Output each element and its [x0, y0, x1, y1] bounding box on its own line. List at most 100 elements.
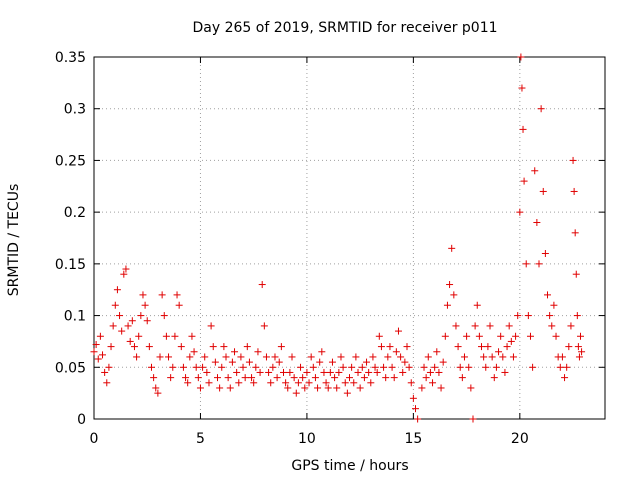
data-point	[550, 301, 558, 309]
data-point	[570, 187, 578, 195]
data-point	[433, 348, 441, 356]
data-point	[339, 363, 347, 371]
data-point	[139, 291, 147, 299]
data-point	[94, 355, 102, 363]
data-point	[141, 301, 149, 309]
data-point	[124, 322, 132, 330]
data-point	[490, 374, 498, 382]
ticks-layer: 0 0.05 0.1 0.15 0.2 0.25 0.3 0.35 0 5 10 15 20	[55, 50, 605, 447]
data-point	[572, 270, 580, 278]
data-point	[137, 312, 145, 320]
data-point	[333, 384, 341, 392]
data-point	[260, 322, 268, 330]
data-point	[403, 343, 411, 351]
data-point	[473, 301, 481, 309]
data-point	[328, 358, 336, 366]
data-point	[241, 374, 249, 382]
data-point	[495, 348, 503, 356]
data-point	[505, 322, 513, 330]
data-point	[158, 291, 166, 299]
data-point	[541, 250, 549, 258]
data-point	[412, 405, 420, 413]
data-point	[492, 363, 500, 371]
data-point	[307, 353, 315, 361]
data-point	[552, 332, 560, 340]
data-point	[194, 374, 202, 382]
data-point	[401, 358, 409, 366]
data-point	[311, 374, 319, 382]
data-point	[154, 389, 162, 397]
data-point	[488, 353, 496, 361]
data-point	[574, 343, 582, 351]
data-point	[239, 363, 247, 371]
data-point	[90, 348, 98, 356]
data-point	[471, 322, 479, 330]
data-point	[409, 394, 417, 402]
data-point	[309, 363, 317, 371]
data-point	[524, 312, 532, 320]
data-point	[380, 363, 388, 371]
data-point	[205, 379, 213, 387]
data-point	[520, 177, 528, 185]
data-point	[375, 332, 383, 340]
data-point	[133, 353, 141, 361]
data-point	[292, 389, 300, 397]
data-point	[160, 312, 168, 320]
data-point	[337, 353, 345, 361]
data-point	[250, 379, 258, 387]
x-tick-label: 20	[511, 431, 529, 447]
data-point	[424, 353, 432, 361]
data-point	[147, 363, 155, 371]
data-point	[179, 363, 187, 371]
data-point	[420, 363, 428, 371]
data-point	[175, 301, 183, 309]
data-point	[99, 351, 107, 359]
data-point	[565, 343, 573, 351]
data-point	[184, 379, 192, 387]
y-axis-label: SRMTID / TECUs	[6, 184, 22, 297]
data-point	[335, 368, 343, 376]
data-point	[237, 353, 245, 361]
data-point	[165, 353, 173, 361]
data-point	[297, 363, 305, 371]
data-point	[429, 379, 437, 387]
data-point	[92, 341, 100, 349]
data-point	[561, 374, 569, 382]
y-tick-label: 0.25	[55, 153, 86, 169]
data-point	[262, 353, 270, 361]
data-point	[526, 332, 534, 340]
data-point	[348, 363, 356, 371]
data-points	[90, 53, 586, 423]
y-tick-label: 0.1	[64, 309, 86, 325]
data-point	[152, 384, 160, 392]
data-point	[529, 363, 537, 371]
data-point	[220, 343, 228, 351]
data-point	[486, 322, 494, 330]
data-point	[305, 379, 313, 387]
data-point	[286, 368, 294, 376]
data-point	[356, 384, 364, 392]
data-point	[573, 312, 581, 320]
data-point	[318, 348, 326, 356]
data-point	[516, 208, 524, 216]
data-point	[222, 353, 230, 361]
data-point	[171, 332, 179, 340]
data-point	[522, 260, 530, 268]
data-point	[156, 353, 164, 361]
data-point	[358, 363, 366, 371]
data-point	[343, 389, 351, 397]
data-point	[167, 374, 175, 382]
data-point	[150, 374, 158, 382]
data-point	[575, 353, 583, 361]
data-point	[199, 363, 207, 371]
data-point	[209, 343, 217, 351]
data-point	[188, 332, 196, 340]
x-tick-label: 10	[298, 431, 316, 447]
data-point	[371, 363, 379, 371]
data-point	[101, 368, 109, 376]
data-point	[213, 374, 221, 382]
data-point	[388, 363, 396, 371]
data-point	[224, 374, 232, 382]
data-point	[203, 368, 211, 376]
data-point	[290, 374, 298, 382]
